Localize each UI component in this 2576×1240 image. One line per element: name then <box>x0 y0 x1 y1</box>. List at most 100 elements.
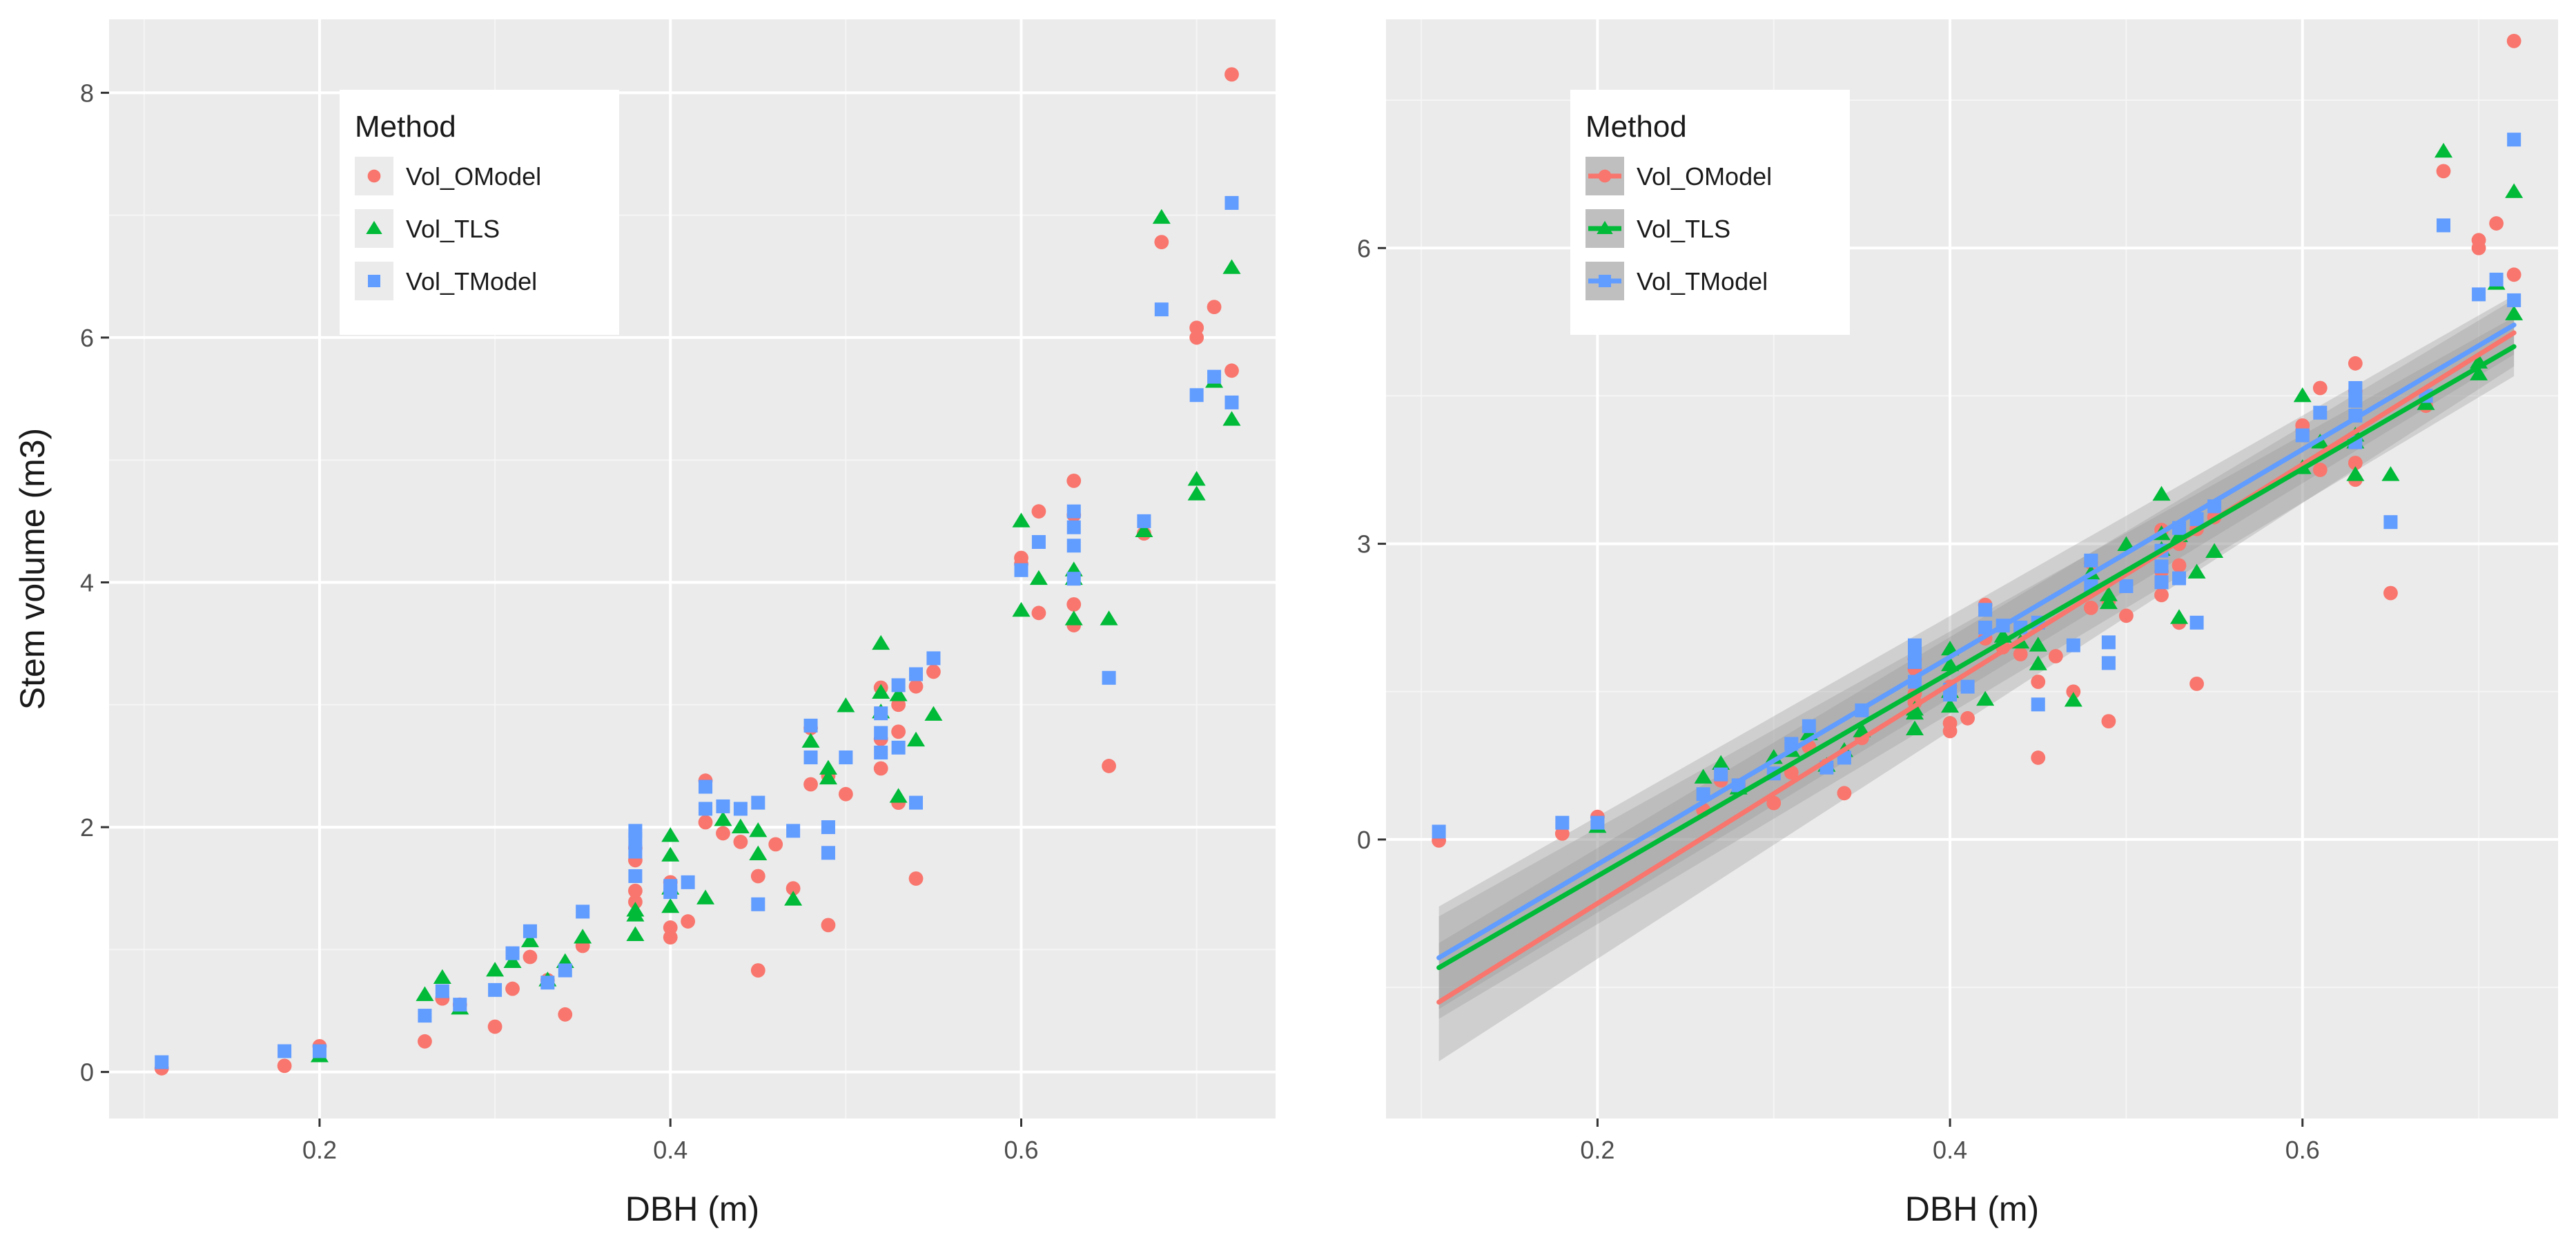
x-axis-title: DBH (m) <box>1905 1190 2039 1228</box>
data-point <box>803 718 818 733</box>
data-point <box>716 826 730 841</box>
data-point <box>626 926 645 942</box>
y-tick-label: 0 <box>80 1058 94 1087</box>
data-point <box>277 1044 292 1058</box>
data-point <box>2489 272 2504 287</box>
data-point <box>628 869 643 883</box>
legend-marker <box>1598 169 1612 183</box>
legend-label: Vol_OModel <box>1637 162 1772 191</box>
data-point <box>2101 656 2116 670</box>
x-tick-label: 0.6 <box>2285 1136 2320 1164</box>
data-point <box>2471 233 2486 248</box>
data-point <box>2013 647 2028 661</box>
data-point <box>2505 305 2524 320</box>
data-point <box>801 733 820 748</box>
data-point <box>874 706 888 721</box>
data-point <box>1152 209 1171 224</box>
data-point <box>1960 679 1975 694</box>
data-point <box>1154 302 1169 317</box>
data-point <box>487 1019 502 1034</box>
legend-title: Method <box>355 110 456 144</box>
data-point <box>1031 606 1046 621</box>
data-point <box>435 984 449 998</box>
data-point <box>2205 543 2224 558</box>
legend-marker <box>366 220 382 235</box>
data-point <box>628 844 643 859</box>
data-point <box>1224 67 1239 82</box>
data-point <box>751 795 765 810</box>
data-point <box>663 879 678 893</box>
data-point <box>1941 697 1960 713</box>
y-tick-label: 4 <box>80 569 94 597</box>
data-point <box>2437 218 2451 233</box>
data-point <box>1802 719 1816 733</box>
data-point <box>1102 759 1116 773</box>
data-point <box>312 1044 326 1058</box>
data-point <box>837 697 855 713</box>
data-point <box>661 898 680 913</box>
data-point <box>803 777 818 792</box>
data-point <box>1012 512 1031 527</box>
data-point <box>1207 369 1222 384</box>
data-point <box>909 667 924 681</box>
data-point <box>523 949 538 965</box>
data-point <box>2154 588 2169 603</box>
left-panel: 0.2 0.4 0.6 0 2 4 6 8 DBH (m) Stem volume (m3) Met… <box>13 19 1276 1228</box>
data-point <box>891 724 906 739</box>
data-point <box>1978 620 1993 634</box>
data-point <box>1100 610 1118 626</box>
data-point <box>1837 786 1852 801</box>
data-point <box>1224 363 1239 378</box>
data-point <box>277 1058 292 1074</box>
data-point <box>924 706 943 721</box>
data-point <box>1224 195 1239 210</box>
data-point <box>926 651 941 666</box>
data-point <box>873 761 888 776</box>
data-point <box>1960 710 1975 726</box>
data-point <box>2101 635 2116 650</box>
data-point <box>2470 365 2488 380</box>
data-point <box>2101 714 2116 728</box>
fit-line <box>1436 322 2517 960</box>
data-point <box>2083 600 2098 615</box>
data-point <box>2189 615 2204 630</box>
data-point <box>2434 142 2453 158</box>
data-point <box>2031 697 2045 712</box>
data-point <box>768 837 783 852</box>
legend-label: Vol_TLS <box>1637 215 1730 243</box>
y-tick-label: 2 <box>80 813 94 842</box>
data-point <box>2170 609 2189 624</box>
data-point <box>628 824 643 838</box>
data-point <box>749 845 768 860</box>
data-point <box>2295 428 2310 443</box>
data-point <box>819 769 837 785</box>
data-point <box>821 820 835 835</box>
data-point <box>453 998 467 1012</box>
data-point <box>786 824 801 838</box>
data-point <box>661 827 680 842</box>
data-point <box>2084 553 2098 568</box>
data-point <box>576 904 590 919</box>
data-point <box>874 745 888 759</box>
data-point <box>1066 597 1082 612</box>
data-point <box>1066 473 1082 488</box>
data-point <box>2313 405 2328 420</box>
data-point <box>1694 768 1713 784</box>
data-point <box>433 969 451 985</box>
data-point <box>1066 520 1081 534</box>
data-point <box>1031 534 1046 549</box>
data-point <box>821 846 835 860</box>
data-point <box>2489 216 2504 231</box>
data-point <box>681 875 695 889</box>
data-point <box>2472 287 2486 302</box>
data-point <box>2099 586 2118 601</box>
data-point <box>2348 394 2363 408</box>
data-point <box>2066 684 2081 699</box>
legend-label: Vol_TModel <box>406 267 537 296</box>
data-point <box>750 963 765 978</box>
data-point <box>523 924 537 938</box>
data-point <box>786 881 801 896</box>
x-tick-label: 0.6 <box>1004 1136 1038 1164</box>
data-point <box>908 679 924 694</box>
